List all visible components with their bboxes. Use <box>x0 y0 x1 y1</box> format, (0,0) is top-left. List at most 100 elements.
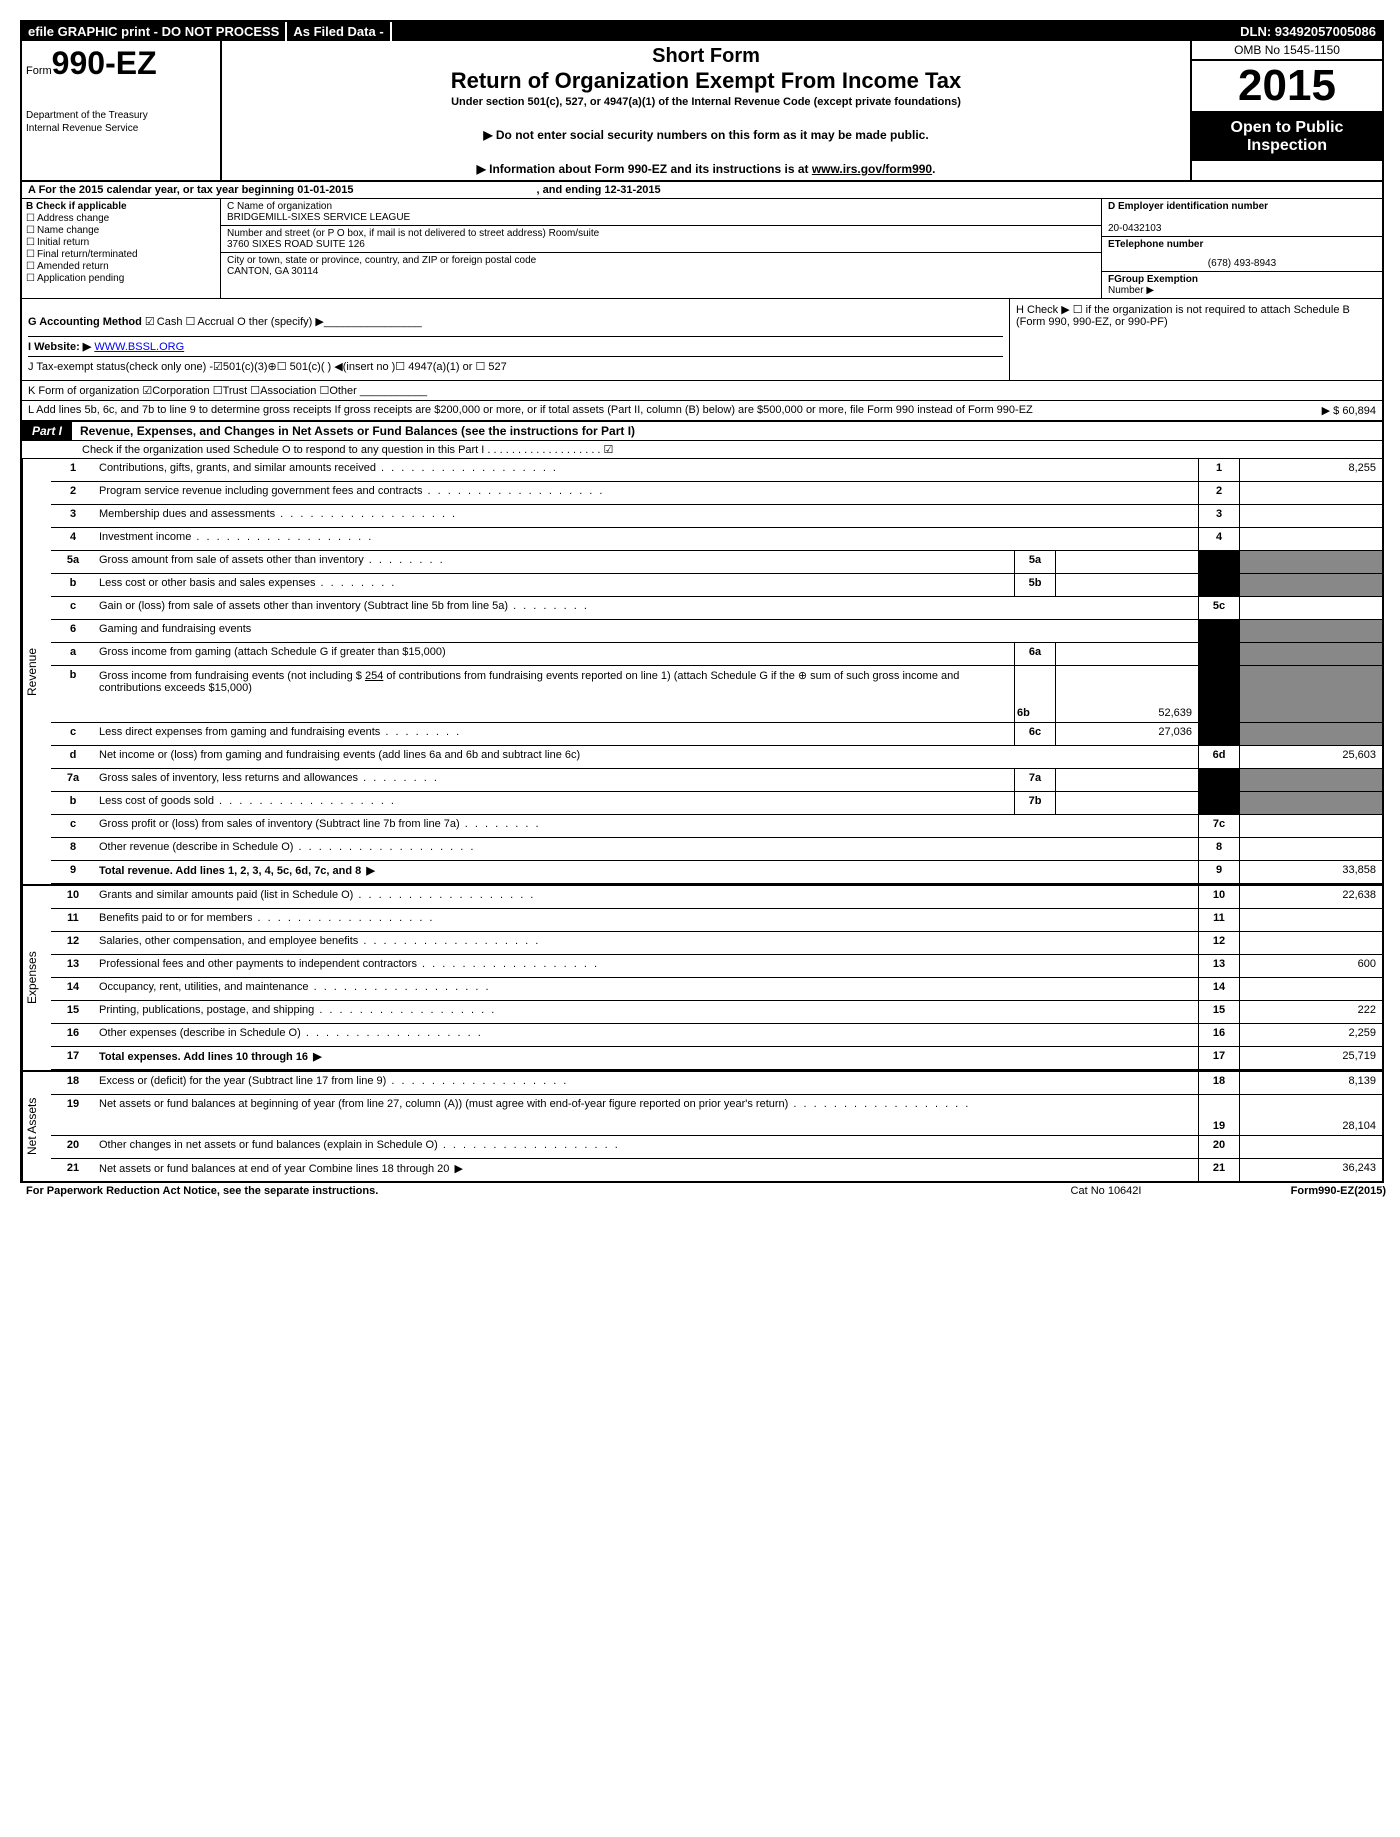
line-7a: 7a Gross sales of inventory, less return… <box>51 769 1382 792</box>
l19-desc: Net assets or fund balances at beginning… <box>95 1095 1198 1135</box>
line-17: 17 Total expenses. Add lines 10 through … <box>51 1047 1382 1070</box>
line-10: 10 Grants and similar amounts paid (list… <box>51 886 1382 909</box>
l6a-subval <box>1056 643 1198 665</box>
l14-rval <box>1240 978 1382 1000</box>
chk-accrual[interactable]: Accrual O ther (specify) ▶ <box>186 316 324 328</box>
top-bar: efile GRAPHIC print - DO NOT PROCESS As … <box>22 22 1382 41</box>
part1-label: Part I <box>22 422 72 440</box>
line-9: 9 Total revenue. Add lines 1, 2, 3, 4, 5… <box>51 861 1382 884</box>
note-info: ▶ Information about Form 990-EZ and its … <box>228 162 1184 176</box>
expenses-section: Expenses 10 Grants and similar amounts p… <box>22 884 1382 1070</box>
l7b-subval <box>1056 792 1198 814</box>
l17-num: 17 <box>51 1047 95 1069</box>
l15-num: 15 <box>51 1001 95 1023</box>
note-info-pre: ▶ Information about Form 990-EZ and its … <box>477 162 812 176</box>
l5b-rnum-shade <box>1198 574 1240 596</box>
chk-pending[interactable]: Application pending <box>26 273 216 284</box>
group-exempt-number: Number ▶ <box>1108 285 1154 296</box>
l8-rval <box>1240 838 1382 860</box>
l6c-subnum: 6c <box>1014 723 1056 745</box>
chk-initial[interactable]: Initial return <box>26 237 216 248</box>
row-a-end: 12-31-2015 <box>604 184 660 196</box>
l6-desc: Gaming and fundraising events <box>95 620 1198 642</box>
l9-rnum: 9 <box>1198 861 1240 883</box>
dln: DLN: 93492057005086 <box>1234 22 1382 41</box>
l12-desc: Salaries, other compensation, and employ… <box>95 932 1198 954</box>
open-public-1: Open to Public <box>1231 119 1344 136</box>
row-i: I Website: ▶ WWW.BSSL.ORG <box>28 336 1003 356</box>
l15-rval: 222 <box>1240 1001 1382 1023</box>
l13-rnum: 13 <box>1198 955 1240 977</box>
as-filed: As Filed Data - <box>287 22 391 41</box>
l7b-num: b <box>51 792 95 814</box>
header: Form990-EZ Department of the Treasury In… <box>22 41 1382 182</box>
l6-rnum-shade <box>1198 620 1240 642</box>
dept-treasury: Department of the Treasury <box>26 110 216 121</box>
l16-rval: 2,259 <box>1240 1024 1382 1046</box>
l3-rval <box>1240 505 1382 527</box>
header-right: OMB No 1545-1150 2015 Open to Public Ins… <box>1190 41 1382 180</box>
l9-rval: 33,858 <box>1240 861 1382 883</box>
l20-desc: Other changes in net assets or fund bala… <box>95 1136 1198 1158</box>
l6b-rnum-shade <box>1198 666 1240 722</box>
l9-desc: Total revenue. Add lines 1, 2, 3, 4, 5c,… <box>95 861 1198 883</box>
org-name-row: C Name of organization BRIDGEMILL-SIXES … <box>221 199 1101 226</box>
l6a-subnum: 6a <box>1014 643 1056 665</box>
website-url[interactable]: WWW.BSSL.ORG <box>94 341 184 353</box>
l10-rval: 22,638 <box>1240 886 1382 908</box>
l21-num: 21 <box>51 1159 95 1181</box>
l13-desc: Professional fees and other payments to … <box>95 955 1198 977</box>
irs-link[interactable]: www.irs.gov/form990 <box>812 162 932 176</box>
line-15: 15 Printing, publications, postage, and … <box>51 1001 1382 1024</box>
chk-final[interactable]: Final return/terminated <box>26 249 216 260</box>
website-label: I Website: ▶ <box>28 341 94 353</box>
line-19: 19 Net assets or fund balances at beginn… <box>51 1095 1382 1136</box>
l20-rval <box>1240 1136 1382 1158</box>
l6b-amt: 254 <box>365 670 383 682</box>
group-exempt-row: FGroup Exemption Number ▶ <box>1102 272 1382 298</box>
l10-rnum: 10 <box>1198 886 1240 908</box>
l14-num: 14 <box>51 978 95 1000</box>
chk-name[interactable]: Name change <box>26 225 216 236</box>
chk-cash[interactable]: Cash <box>145 316 186 328</box>
l15-rnum: 15 <box>1198 1001 1240 1023</box>
line-18: 18 Excess or (deficit) for the year (Sub… <box>51 1072 1382 1095</box>
l5a-num: 5a <box>51 551 95 573</box>
line-16: 16 Other expenses (describe in Schedule … <box>51 1024 1382 1047</box>
l7a-subval <box>1056 769 1198 791</box>
org-city-row: City or town, state or province, country… <box>221 253 1101 279</box>
l6d-desc: Net income or (loss) from gaming and fun… <box>95 746 1198 768</box>
l17-rnum: 17 <box>1198 1047 1240 1069</box>
l11-rnum: 11 <box>1198 909 1240 931</box>
org-name-label: C Name of organization <box>227 201 332 212</box>
l6b-num: b <box>51 666 95 722</box>
line-13: 13 Professional fees and other payments … <box>51 955 1382 978</box>
l5c-rval <box>1240 597 1382 619</box>
l16-desc: Other expenses (describe in Schedule O) <box>95 1024 1198 1046</box>
efile-notice: efile GRAPHIC print - DO NOT PROCESS <box>22 22 287 41</box>
line-2: 2 Program service revenue including gove… <box>51 482 1382 505</box>
chk-amended[interactable]: Amended return <box>26 261 216 272</box>
l7c-num: c <box>51 815 95 837</box>
l7b-rval-shade <box>1240 792 1382 814</box>
row-gh: G Accounting Method Cash Accrual O ther … <box>22 299 1382 381</box>
l5a-rval-shade <box>1240 551 1382 573</box>
l5c-num: c <box>51 597 95 619</box>
l12-num: 12 <box>51 932 95 954</box>
l19-num: 19 <box>51 1095 95 1135</box>
org-addr-label: Number and street (or P O box, if mail i… <box>227 228 599 239</box>
l4-desc: Investment income <box>95 528 1198 550</box>
note-ssn: ▶ Do not enter social security numbers o… <box>228 128 1184 142</box>
l10-desc: Grants and similar amounts paid (list in… <box>95 886 1198 908</box>
part1-header: Part I Revenue, Expenses, and Changes in… <box>22 422 1382 441</box>
line-5b: b Less cost or other basis and sales exp… <box>51 574 1382 597</box>
l6a-num: a <box>51 643 95 665</box>
l6-rval-shade <box>1240 620 1382 642</box>
l6d-rnum: 6d <box>1198 746 1240 768</box>
line-7c: c Gross profit or (loss) from sales of i… <box>51 815 1382 838</box>
accounting-method: G Accounting Method Cash Accrual O ther … <box>28 315 1003 328</box>
chk-address[interactable]: Address change <box>26 213 216 224</box>
l2-num: 2 <box>51 482 95 504</box>
part1-title: Revenue, Expenses, and Changes in Net As… <box>72 422 1382 440</box>
line-1: 1 Contributions, gifts, grants, and simi… <box>51 459 1382 482</box>
